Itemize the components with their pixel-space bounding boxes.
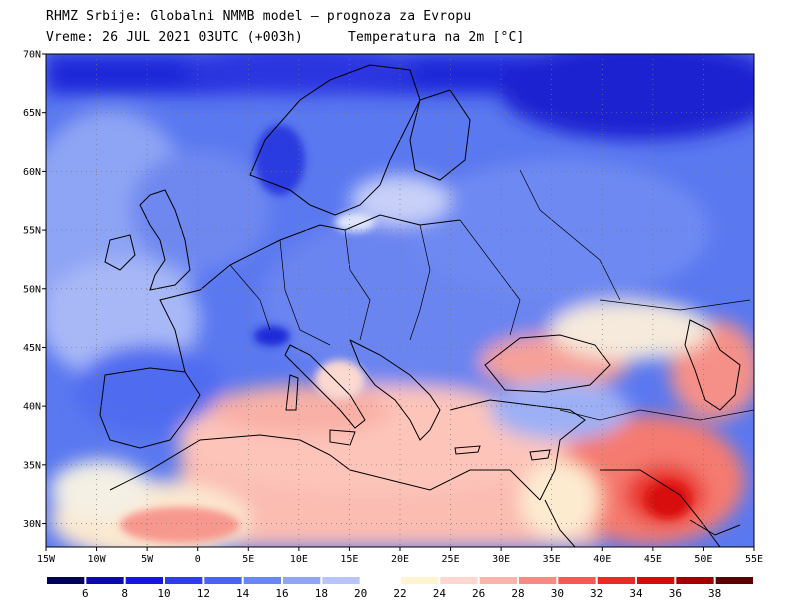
colorbar-swatch — [322, 577, 360, 584]
colorbar-label: 20 — [354, 587, 367, 600]
colorbar-label: 28 — [511, 587, 524, 600]
lon-label: 0 — [195, 554, 201, 565]
colorbar-swatch — [361, 577, 399, 584]
coastlines — [99, 64, 754, 547]
colorbar-label: 8 — [121, 587, 128, 600]
lon-label: 45E — [644, 554, 662, 565]
colorbar-swatch — [479, 577, 517, 584]
colorbar-label: 16 — [275, 587, 288, 600]
colorbar-label: 36 — [669, 587, 682, 600]
colorbar-swatch — [558, 577, 596, 584]
colorbar-swatch — [86, 577, 124, 584]
graticule — [46, 54, 754, 547]
lon-label: 15E — [340, 554, 358, 565]
lat-label: 55N — [23, 226, 41, 237]
colorbar-swatch — [676, 577, 714, 584]
colorbar-swatch — [401, 577, 439, 584]
colorbar-label: 30 — [551, 587, 564, 600]
colorbar-swatch — [440, 577, 478, 584]
colorbar-label: 38 — [708, 587, 721, 600]
lon-label: 50E — [694, 554, 712, 565]
colorbar-swatch — [715, 577, 753, 584]
colorbar-swatch — [125, 577, 163, 584]
colorbar-label: 26 — [472, 587, 485, 600]
colorbar-swatch — [519, 577, 557, 584]
lon-label: 10W — [88, 554, 107, 565]
colorbar-label: 6 — [82, 587, 89, 600]
lat-label: 50N — [23, 284, 41, 295]
colorbar-swatch — [283, 577, 321, 584]
lat-label: 30N — [23, 519, 41, 530]
lon-label: 20E — [391, 554, 409, 565]
longitude-labels: 15W 10W 5W 0 5E 10E 15E 20E 25E 30E 35E 40E 45E 50E 55… — [37, 554, 763, 565]
lon-label: 30E — [492, 554, 510, 565]
lat-label: 65N — [23, 108, 41, 119]
colorbar-swatch — [597, 577, 635, 584]
colorbar: 6 8 10 12 14 16 18 20 22 24 26 28 30 32 34 36 38 — [47, 577, 753, 600]
lat-label: 60N — [23, 167, 41, 178]
colorbar-label: 24 — [433, 587, 447, 600]
colorbar-swatch — [165, 577, 203, 584]
axis-ticks — [42, 53, 755, 551]
lat-label: 35N — [23, 460, 41, 471]
colorbar-label: 18 — [315, 587, 328, 600]
latitude-labels: 70N 65N 60N 55N 50N 45N 40N 35N 30N — [23, 50, 41, 531]
lon-label: 25E — [442, 554, 460, 565]
lon-label: 15W — [37, 554, 56, 565]
lon-label: 35E — [543, 554, 561, 565]
colorbar-swatch — [204, 577, 242, 584]
colorbar-label: 34 — [629, 587, 643, 600]
colorbar-label: 22 — [393, 587, 406, 600]
colorbar-label: 12 — [197, 587, 210, 600]
colorbar-label: 10 — [157, 587, 170, 600]
valid-time: Vreme: 26 JUL 2021 03UTC (+003h) — [46, 30, 303, 45]
lon-label: 10E — [290, 554, 308, 565]
lat-label: 70N — [23, 50, 41, 61]
parameter-label: Temperatura na 2m [°C] — [348, 30, 525, 45]
map-subtitle: Vreme: 26 JUL 2021 03UTC (+003h) Temperat… — [46, 30, 524, 45]
lon-label: 5E — [242, 554, 254, 565]
colorbar-label: 32 — [590, 587, 603, 600]
colorbar-swatch — [637, 577, 675, 584]
colorbar-swatch — [47, 577, 85, 584]
colorbar-label: 14 — [236, 587, 250, 600]
lon-label: 5W — [141, 554, 154, 565]
lon-label: 40E — [593, 554, 611, 565]
map-title: RHMZ Srbije: Globalni NMMB model — progn… — [46, 9, 472, 24]
colorbar-swatch — [243, 577, 281, 584]
lon-label: 55E — [745, 554, 763, 565]
lat-label: 45N — [23, 343, 41, 354]
lat-label: 40N — [23, 402, 41, 413]
